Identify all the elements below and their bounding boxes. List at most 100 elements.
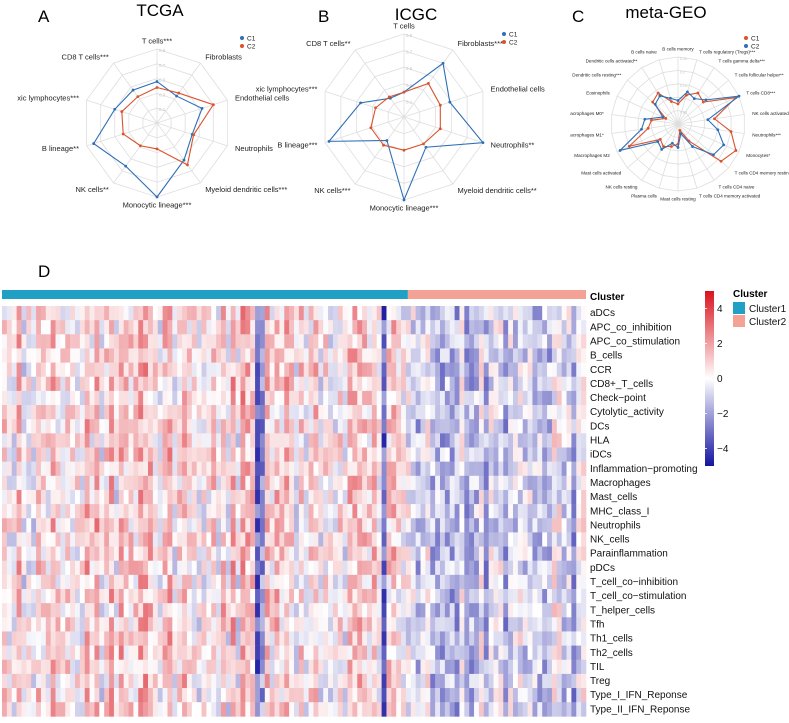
heatmap-cell	[21, 574, 27, 590]
heatmap-cell	[391, 532, 397, 547]
heatmap-cell	[269, 504, 275, 519]
heatmap-cell	[337, 589, 343, 604]
heatmap-cell	[230, 659, 236, 675]
legend-label: C1	[247, 36, 256, 43]
heatmap-cell	[420, 447, 426, 462]
heatmap-cell	[21, 603, 27, 618]
heatmap-cell	[284, 673, 290, 689]
heatmap-cell	[537, 306, 543, 321]
heatmap-cell	[396, 390, 402, 406]
heatmap-cell	[255, 504, 261, 519]
heatmap-cell	[50, 518, 56, 533]
heatmap-cell	[152, 574, 159, 590]
heatmap-cell	[396, 645, 402, 661]
heatmap-cell	[513, 659, 519, 675]
heatmap-cell	[255, 546, 261, 561]
heatmap-cell	[60, 405, 66, 420]
heatmap-cell	[498, 617, 504, 632]
heatmap-cell	[191, 688, 197, 703]
heatmap-cell	[581, 489, 587, 505]
heatmap-cell	[31, 603, 37, 618]
heatmap-cell	[79, 673, 86, 689]
heatmap-cell	[26, 702, 32, 717]
heatmap-cell	[362, 532, 368, 547]
heatmap-cell	[323, 702, 329, 717]
heatmap-cell	[381, 603, 387, 618]
heatmap-cell	[313, 348, 319, 363]
heatmap-cell	[318, 433, 324, 448]
heatmap-cell	[289, 419, 295, 434]
heatmap-cell	[182, 405, 188, 420]
heatmap-cell	[425, 390, 431, 406]
heatmap-cell	[469, 461, 475, 477]
heatmap-cell	[118, 574, 124, 590]
heatmap-cell	[123, 688, 129, 703]
radar-axis-label: T cells CD4 memory activated	[699, 194, 761, 199]
heatmap-cell	[128, 405, 134, 420]
heatmap-cell	[157, 334, 163, 349]
heatmap-cell	[498, 306, 504, 321]
heatmap-cell	[11, 702, 17, 717]
heatmap-cell	[264, 419, 270, 434]
heatmap-cell	[357, 659, 363, 675]
radar-point	[155, 195, 159, 199]
heatmap-cell	[459, 560, 465, 576]
heatmap-cell	[328, 631, 334, 646]
radar-point	[177, 91, 181, 95]
heatmap-cell	[118, 334, 124, 349]
heatmap-cell	[152, 475, 159, 491]
heatmap-cell	[381, 688, 387, 703]
heatmap-cell	[444, 419, 451, 434]
heatmap-cell	[478, 645, 485, 661]
heatmap-cell	[561, 631, 567, 646]
heatmap-cell	[284, 518, 290, 533]
heatmap-cell	[230, 334, 236, 349]
heatmap-cell	[206, 376, 212, 392]
heatmap-cell	[177, 419, 183, 434]
heatmap-cell	[225, 688, 232, 703]
heatmap-cell	[498, 574, 504, 590]
heatmap-cell	[118, 390, 124, 406]
heatmap-cell	[454, 348, 460, 363]
heatmap-cell	[483, 617, 489, 632]
heatmap-cell	[289, 659, 295, 675]
heatmap-cell	[36, 574, 42, 590]
heatmap-cell	[143, 390, 149, 406]
heatmap-cell	[138, 532, 144, 547]
heatmap-cell	[396, 518, 402, 533]
heatmap-cell	[522, 631, 528, 646]
radar-point	[716, 128, 720, 132]
heatmap-cell	[172, 390, 178, 406]
heatmap-cell	[60, 475, 66, 491]
heatmap-cell	[294, 603, 300, 618]
heatmap-cell	[177, 560, 183, 576]
heatmap-cell	[289, 560, 295, 576]
heatmap-cell	[250, 574, 256, 590]
heatmap-cell	[410, 461, 416, 477]
heatmap-cell	[566, 603, 572, 618]
heatmap-cell	[415, 560, 421, 576]
heatmap-cell	[240, 348, 246, 363]
radar-axis-label: NK cells***	[314, 186, 350, 195]
heatmap-cell	[313, 688, 319, 703]
heatmap-cell	[508, 489, 514, 505]
heatmap-cell	[230, 447, 236, 462]
heatmap-cell	[498, 532, 504, 547]
heatmap-cell	[113, 645, 120, 661]
heatmap-cell	[498, 518, 504, 533]
heatmap-cell	[289, 645, 295, 661]
heatmap-cell	[556, 560, 562, 576]
heatmap-cell	[323, 688, 329, 703]
heatmap-cell	[337, 348, 343, 363]
heatmap-cell	[2, 362, 8, 378]
heatmap-cell	[328, 419, 334, 434]
heatmap-cell	[391, 504, 397, 519]
heatmap-cell	[128, 489, 134, 505]
heatmap-cell	[566, 489, 572, 505]
heatmap-cell	[104, 688, 110, 703]
heatmap-cell	[70, 362, 76, 378]
colorbar-tick-label: 4	[717, 304, 723, 315]
heatmap-cell	[294, 419, 300, 434]
heatmap-cell	[2, 673, 8, 689]
heatmap-cell	[162, 390, 168, 406]
